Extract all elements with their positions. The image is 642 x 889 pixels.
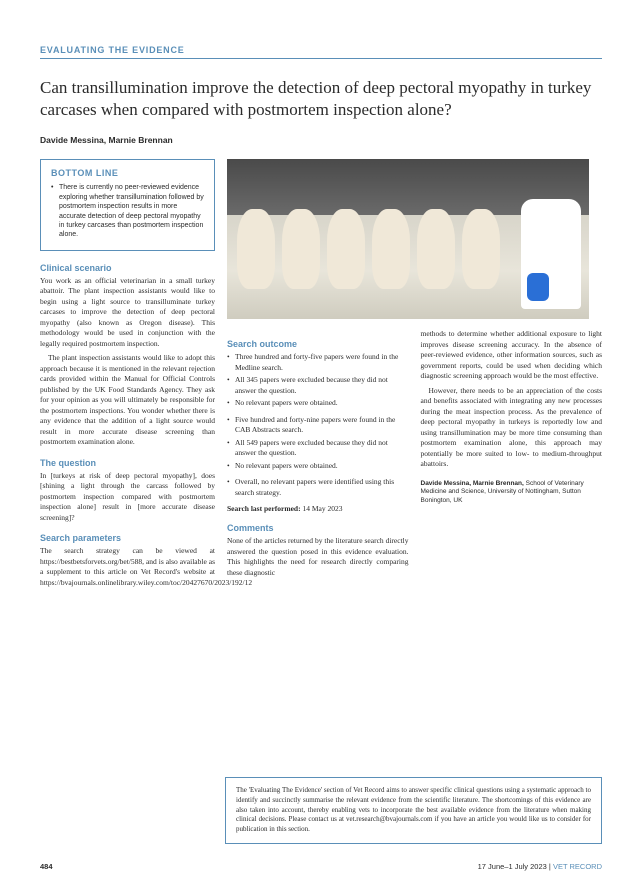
article-title: Can transillumination improve the detect… [40,77,602,121]
clinical-scenario-heading: Clinical scenario [40,263,215,273]
list-item: Overall, no relevant papers were identif… [227,477,409,498]
comments-p3: However, there needs to be an appreciati… [421,386,603,470]
search-parameters-text: The search strategy can be viewed at htt… [40,546,215,588]
evaluating-evidence-note-box: The 'Evaluating The Evidence' section of… [225,777,602,844]
question-text: In [turkeys at risk of deep pectoral myo… [40,471,215,524]
left-column: BOTTOM LINE There is currently no peer-r… [40,159,215,592]
footer-right: 17 June–1 July 2023 | VET RECORD [478,862,602,871]
bottom-line-heading: BOTTOM LINE [51,168,204,178]
search-date: Search last performed: 14 May 2023 [227,504,409,513]
comments-p1: None of the articles returned by the lit… [227,536,409,578]
search-parameters-heading: Search parameters [40,533,215,543]
mid-column: Search outcome Three hundred and forty-f… [227,329,409,582]
question-heading: The question [40,458,215,468]
list-item: Five hundred and forty-nine papers were … [227,415,409,436]
hero-image [227,159,589,319]
clinical-scenario-p2: The plant inspection assistants would li… [40,353,215,448]
list-item: Three hundred and forty-five papers were… [227,352,409,373]
search-outcome-heading: Search outcome [227,339,409,349]
page-number: 484 [40,862,53,871]
author-affiliation: Davide Messina, Marnie Brennan, School o… [421,480,603,505]
main-content: BOTTOM LINE There is currently no peer-r… [40,159,602,592]
page-footer: 484 17 June–1 July 2023 | VET RECORD [40,862,602,871]
section-header: EVALUATING THE EVIDENCE [40,45,602,59]
comments-heading: Comments [227,523,409,533]
list-item: No relevant papers were obtained. [227,461,409,472]
search-outcome-list1: Three hundred and forty-five papers were… [227,352,409,409]
comments-p2: methods to determine whether additional … [421,329,603,382]
right-column: methods to determine whether additional … [421,329,603,582]
bottom-line-text: There is currently no peer-reviewed evid… [51,183,204,240]
search-outcome-list2: Five hundred and forty-nine papers were … [227,415,409,472]
right-columns: Search outcome Three hundred and forty-f… [227,159,602,592]
two-col-right: Search outcome Three hundred and forty-f… [227,329,602,582]
list-item: All 345 papers were excluded because the… [227,375,409,396]
list-item: No relevant papers were obtained. [227,398,409,409]
search-outcome-list3: Overall, no relevant papers were identif… [227,477,409,498]
authors: Davide Messina, Marnie Brennan [40,135,602,145]
clinical-scenario-p1: You work as an official veterinarian in … [40,276,215,350]
bottom-line-box: BOTTOM LINE There is currently no peer-r… [40,159,215,251]
list-item: All 549 papers were excluded because the… [227,438,409,459]
